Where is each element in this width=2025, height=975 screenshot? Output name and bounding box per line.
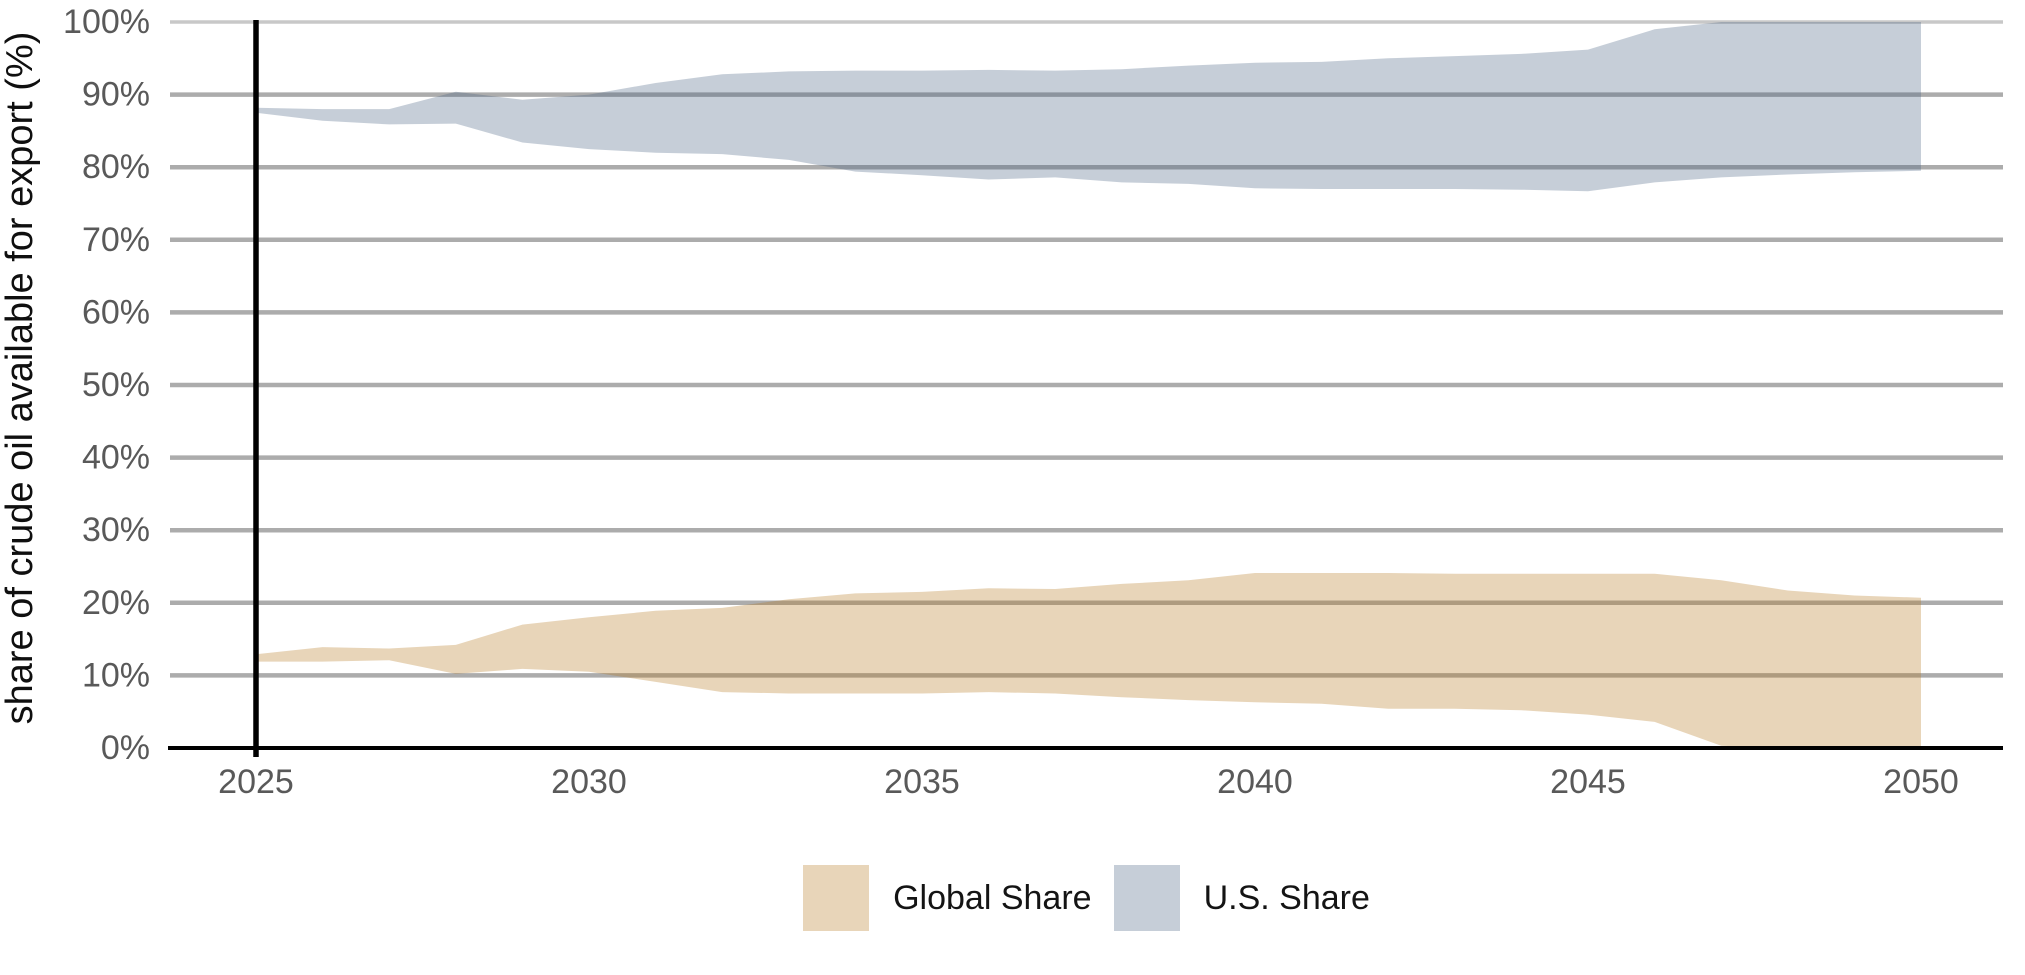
y-tick-label-60: 60% xyxy=(82,293,150,331)
axes xyxy=(168,20,2003,757)
x-tick-label-2050: 2050 xyxy=(1883,763,1959,801)
x-tick-label-2025: 2025 xyxy=(218,763,294,801)
y-tick-label-0: 0% xyxy=(101,729,150,767)
global-share-band xyxy=(256,573,1921,748)
y-tick-label-90: 90% xyxy=(82,76,150,114)
tick-labels: 0% 10% 20% 30% 40% 50% 60% 70% 80% 90% 100% 2025 203… xyxy=(63,3,1959,801)
y-tick-label-10: 10% xyxy=(82,656,150,694)
y-tick-label-50: 50% xyxy=(82,366,150,404)
y-tick-label-70: 70% xyxy=(82,221,150,259)
x-tick-label-2040: 2040 xyxy=(1217,763,1293,801)
y-tick-label-20: 20% xyxy=(82,584,150,622)
y-tick-label-100: 100% xyxy=(63,3,150,41)
u-s-share-band xyxy=(256,22,1921,192)
bands xyxy=(256,22,1921,748)
y-axis-title: share of crude oil available for export … xyxy=(0,32,41,725)
legend-label-us-share: U.S. Share xyxy=(1203,879,1370,917)
legend: Global Share U.S. Share xyxy=(170,865,2003,931)
global-share-swatch xyxy=(803,865,870,931)
legend-item-us-share: U.S. Share xyxy=(1113,865,1370,931)
x-tick-label-2030: 2030 xyxy=(551,763,627,801)
y-tick-label-40: 40% xyxy=(82,439,150,477)
y-tick-label-30: 30% xyxy=(82,511,150,549)
x-tick-label-2045: 2045 xyxy=(1550,763,1626,801)
legend-label-global-share: Global Share xyxy=(893,879,1092,917)
us-share-swatch xyxy=(1113,865,1180,931)
y-tick-label-80: 80% xyxy=(82,148,150,186)
x-tick-label-2035: 2035 xyxy=(884,763,960,801)
gridlines xyxy=(170,20,2003,678)
legend-item-global-share: Global Share xyxy=(803,865,1092,931)
